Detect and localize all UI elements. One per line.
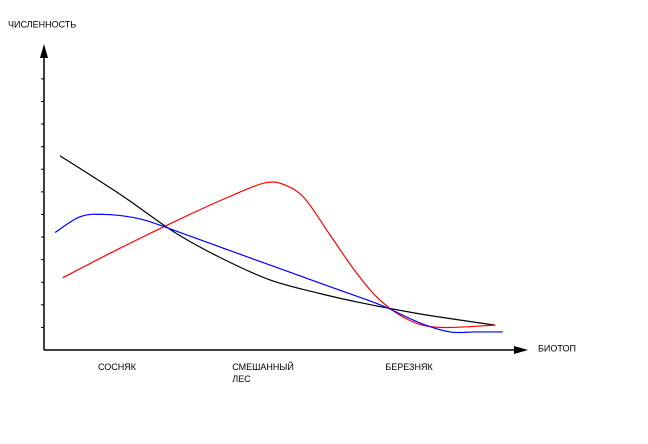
x-axis-arrow xyxy=(514,346,528,354)
x-category-label: СОСНЯК xyxy=(97,362,137,372)
line-series xyxy=(59,155,496,326)
line-series xyxy=(54,213,503,334)
x-axis-label: БИОТОП xyxy=(538,343,576,353)
y-axis-arrow xyxy=(40,44,48,58)
line-series xyxy=(62,181,496,329)
x-category-label: СМЕШАННЫЙ ЛЕС xyxy=(232,362,294,384)
x-category-label: БЕРЕЗНЯК xyxy=(385,362,433,372)
y-axis-label: ЧИСЛЕННОСТЬ xyxy=(8,19,76,29)
